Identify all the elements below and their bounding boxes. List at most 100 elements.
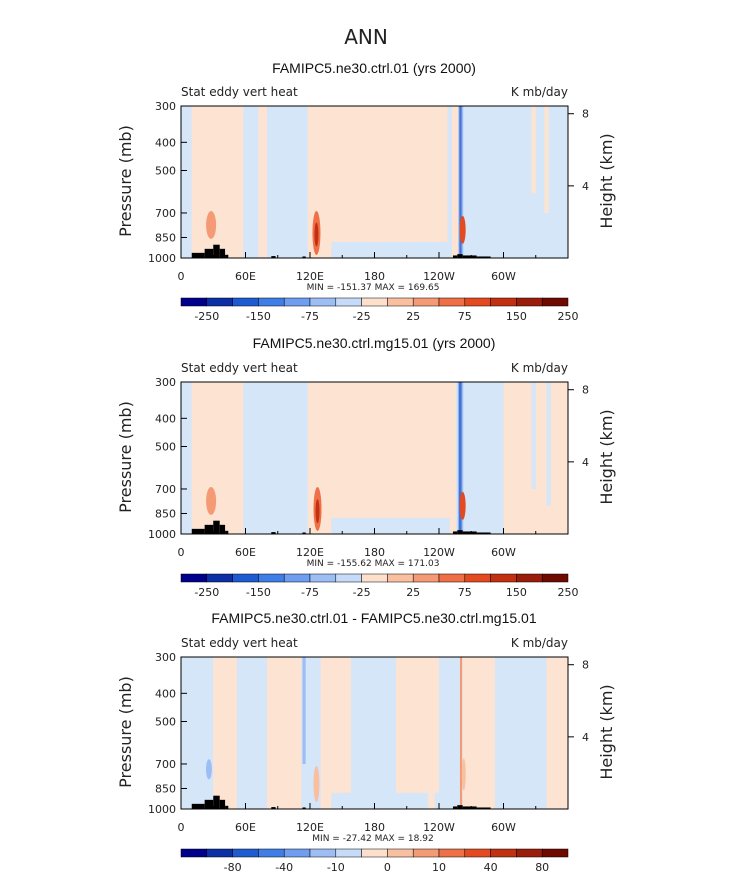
colorbar-swatch bbox=[464, 297, 491, 307]
contour-feature bbox=[546, 382, 551, 506]
y-tick-label: 700 bbox=[155, 758, 176, 771]
x-tick-label: 120W bbox=[423, 270, 455, 283]
topography bbox=[476, 532, 491, 534]
panel-1-plot bbox=[180, 105, 569, 259]
colorbar-swatch bbox=[206, 848, 233, 858]
colorbar-swatch bbox=[335, 573, 362, 583]
contour-band bbox=[191, 106, 244, 258]
contour-band bbox=[320, 657, 351, 809]
colorbar-swatch bbox=[258, 848, 285, 858]
topography bbox=[191, 528, 205, 534]
contour-feature bbox=[531, 382, 536, 489]
topography bbox=[476, 807, 491, 809]
colorbar-swatch bbox=[438, 848, 466, 858]
panel-1-y2-axis: 84 bbox=[568, 108, 589, 193]
panel-1-x-axis: 0 60E 120E 180 120W 60W bbox=[178, 252, 537, 283]
contour-feature bbox=[531, 106, 536, 194]
colorbar-label: -75 bbox=[301, 586, 319, 599]
panel-2-stats: MIN = -155.62 MAX = 171.03 bbox=[307, 559, 440, 569]
colorbar-label: -40 bbox=[275, 861, 293, 874]
colorbar-swatch bbox=[258, 297, 285, 307]
colorbar-swatch bbox=[387, 573, 414, 583]
x-tick-label: 120W bbox=[423, 546, 455, 559]
x-tick-label: 180 bbox=[364, 821, 385, 834]
topography bbox=[219, 248, 226, 258]
panel-2-colorbar: -250 -150 -75 -25 25 75 150 250 bbox=[180, 573, 579, 599]
contour-band bbox=[439, 657, 463, 809]
colorbar-swatch bbox=[490, 848, 517, 858]
colorbar-label: 250 bbox=[558, 310, 579, 323]
colorbar-swatch bbox=[232, 297, 259, 307]
panel-3-stats: MIN = -27.42 MAX = 18.92 bbox=[312, 834, 433, 844]
x-tick-label: 120W bbox=[423, 821, 455, 834]
colorbar-label: 0 bbox=[384, 861, 391, 874]
colorbar-label: 75 bbox=[458, 310, 472, 323]
colorbar-swatch bbox=[232, 848, 259, 858]
y-tick-label: 300 bbox=[155, 100, 176, 113]
panel-2-y2label: Height (km) bbox=[597, 409, 616, 504]
colorbar-label: -10 bbox=[327, 861, 345, 874]
colorbar-swatch bbox=[412, 848, 440, 858]
topography bbox=[213, 795, 220, 809]
contour-band bbox=[267, 657, 302, 809]
colorbar-label: 75 bbox=[458, 586, 472, 599]
topography bbox=[457, 805, 463, 809]
y2-tick-label: 8 bbox=[582, 384, 589, 397]
y-tick-label: 850 bbox=[155, 782, 176, 795]
colorbar-swatch bbox=[516, 848, 543, 858]
topography bbox=[452, 531, 458, 534]
contour-band bbox=[331, 792, 450, 809]
colorbar-swatch bbox=[206, 573, 233, 583]
panel-3-right-string: K mb/day bbox=[511, 636, 568, 650]
panel-2-title: FAMIPC5.ne30.ctrl.mg15.01 (yrs 2000) bbox=[253, 335, 496, 351]
contour-band bbox=[494, 657, 547, 809]
y2-tick-label: 4 bbox=[582, 180, 589, 193]
panel-1-title: FAMIPC5.ne30.ctrl.01 (yrs 2000) bbox=[272, 60, 476, 76]
topography bbox=[452, 806, 458, 809]
panel-2: FAMIPC5.ne30.ctrl.mg15.01 (yrs 2000) Sta… bbox=[116, 335, 616, 599]
contour-feature bbox=[206, 211, 217, 240]
topography bbox=[213, 520, 220, 534]
colorbar-label: -250 bbox=[194, 586, 219, 599]
panel-3-colorbar: -80 -40 -10 0 10 40 80 bbox=[180, 848, 569, 874]
topography bbox=[204, 799, 214, 809]
colorbar-swatch bbox=[283, 297, 311, 307]
contour-band bbox=[307, 382, 396, 534]
colorbar-label: -25 bbox=[353, 586, 371, 599]
panel-2-left-string: Stat eddy vert heat bbox=[181, 361, 298, 375]
panel-2-right-string: K mb/day bbox=[511, 361, 568, 375]
panel-2-plot bbox=[180, 381, 569, 535]
panel-2-y-axis: 300 400 500 700 850 1000 bbox=[148, 376, 187, 541]
panel-3-plot bbox=[180, 656, 569, 810]
x-tick-label: 0 bbox=[178, 270, 185, 283]
topography bbox=[452, 255, 458, 258]
contour-feature bbox=[302, 657, 306, 764]
panel-1-left-string: Stat eddy vert heat bbox=[181, 85, 298, 99]
x-tick-label: 120E bbox=[296, 270, 324, 283]
y-tick-label: 700 bbox=[155, 483, 176, 496]
topography bbox=[225, 530, 229, 534]
panel-1-y-axis: 300 400 500 700 850 1000 bbox=[148, 100, 187, 265]
contour-feature bbox=[459, 491, 466, 520]
contour-feature bbox=[205, 759, 212, 780]
colorbar-swatch bbox=[180, 573, 208, 583]
y-tick-label: 400 bbox=[155, 687, 176, 700]
colorbar-swatch bbox=[206, 297, 233, 307]
colorbar-swatch bbox=[490, 297, 517, 307]
panel-3-y2label: Height (km) bbox=[597, 684, 616, 779]
colorbar-label: -150 bbox=[246, 310, 271, 323]
contour-band bbox=[484, 382, 504, 534]
panel-1: FAMIPC5.ne30.ctrl.01 (yrs 2000) Stat edd… bbox=[116, 60, 616, 323]
colorbar-label: -25 bbox=[353, 310, 371, 323]
y-tick-label: 1000 bbox=[148, 528, 176, 541]
contour-band bbox=[396, 382, 457, 534]
contour-band bbox=[236, 657, 267, 809]
colorbar-swatch bbox=[541, 848, 569, 858]
panel-1-colorbar: -250 -150 -75 -25 25 75 150 250 bbox=[180, 297, 579, 323]
y-tick-label: 500 bbox=[155, 715, 176, 728]
contour-band bbox=[258, 106, 267, 258]
panel-1-ylabel: Pressure (mb) bbox=[116, 125, 135, 237]
panel-2-x-axis: 0 60E 120E 180 120W 60W bbox=[178, 528, 537, 559]
contour-band bbox=[331, 517, 450, 534]
